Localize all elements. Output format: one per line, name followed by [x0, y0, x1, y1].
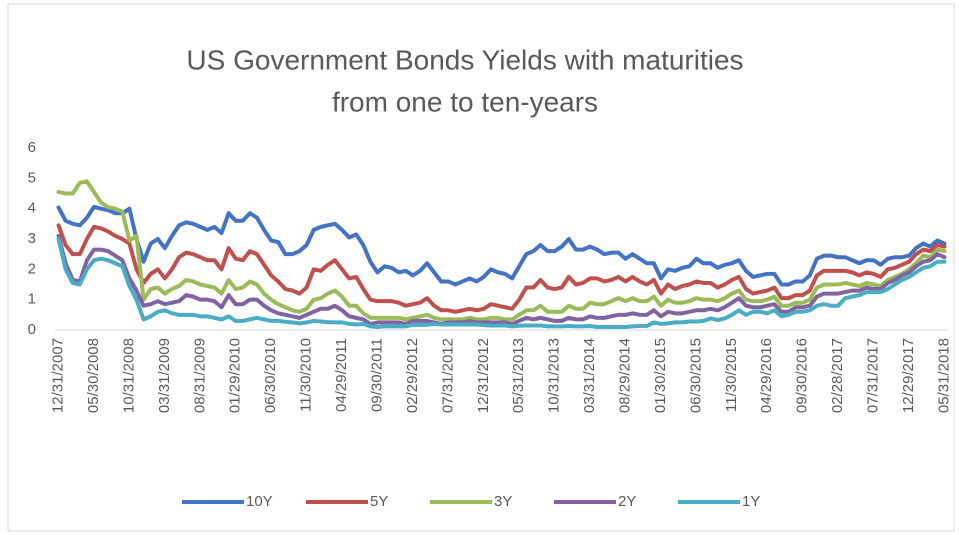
x-tick-label: 11/30/2010 [298, 338, 315, 412]
y-tick-label: 1 [28, 291, 36, 308]
y-tick-label: 0 [28, 321, 36, 338]
chart-title: US Government Bonds Yields with maturiti… [186, 44, 743, 75]
series-line [56, 223, 947, 314]
x-tick-label: 05/31/2013 [510, 338, 527, 413]
x-tick-label: 10/31/2008 [120, 338, 137, 413]
legend-label: 2Y [618, 493, 636, 510]
chart-title: from one to ten-years [332, 86, 598, 117]
x-tick-label: 05/31/2018 [935, 338, 952, 413]
legend-label: 3Y [494, 493, 512, 510]
x-tick-label: 12/29/2017 [900, 338, 917, 413]
x-tick-label: 04/29/2011 [333, 338, 350, 412]
x-tick-label: 06/30/2015 [687, 338, 704, 413]
chart-frame [7, 3, 955, 532]
x-tick-label: 07/31/2017 [865, 338, 882, 413]
x-tick-label: 06/30/2010 [262, 338, 279, 413]
series-line [56, 204, 947, 287]
legend-label: 10Y [246, 493, 273, 510]
legend-label: 1Y [742, 493, 760, 510]
y-tick-label: 6 [28, 139, 36, 156]
x-tick-label: 05/30/2008 [85, 338, 102, 413]
x-tick-label: 02/28/2017 [829, 338, 846, 413]
series-line [56, 237, 947, 329]
x-tick-label: 02/29/2012 [404, 338, 421, 413]
x-tick-label: 08/29/2014 [616, 338, 633, 413]
x-tick-label: 03/31/2014 [581, 338, 598, 413]
x-tick-label: 04/29/2016 [758, 338, 775, 413]
x-tick-label: 01/30/2015 [652, 338, 669, 413]
x-tick-label: 07/31/2012 [439, 338, 456, 413]
x-tick-label: 10/31/2013 [546, 338, 563, 413]
y-tick-label: 3 [28, 230, 36, 247]
y-tick-label: 2 [28, 260, 36, 277]
series-line [56, 179, 947, 322]
series-line [56, 233, 947, 326]
x-tick-label: 12/31/2012 [475, 338, 492, 413]
x-tick-label: 11/30/2015 [723, 338, 740, 412]
x-tick-label: 08/31/2009 [191, 338, 208, 413]
x-tick-label: 01/29/2010 [227, 338, 244, 413]
x-tick-label: 12/31/2007 [50, 338, 67, 413]
legend-label: 5Y [370, 493, 388, 510]
x-tick-label: 09/30/2016 [794, 338, 811, 413]
y-tick-label: 4 [28, 200, 36, 217]
x-tick-label: 03/31/2009 [156, 338, 173, 413]
y-tick-label: 5 [28, 169, 36, 186]
x-tick-label: 09/30/2011 [368, 338, 385, 412]
